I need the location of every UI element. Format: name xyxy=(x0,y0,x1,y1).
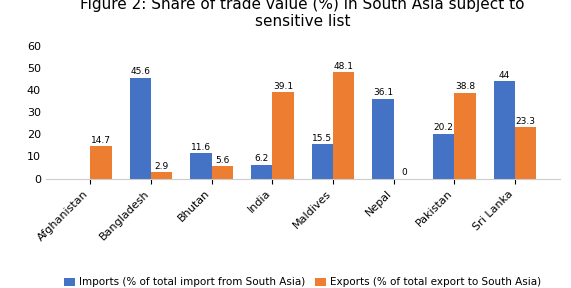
Bar xyxy=(130,77,151,179)
Text: 0: 0 xyxy=(401,168,407,177)
Bar xyxy=(251,165,272,179)
Bar xyxy=(312,144,333,179)
Bar xyxy=(455,93,476,179)
Text: 20.2: 20.2 xyxy=(434,124,453,132)
Bar xyxy=(151,172,172,179)
Bar xyxy=(212,166,233,179)
Text: 11.6: 11.6 xyxy=(191,143,211,151)
Text: 39.1: 39.1 xyxy=(273,82,293,91)
Bar xyxy=(190,153,212,179)
Text: 6.2: 6.2 xyxy=(255,154,269,164)
Bar xyxy=(333,72,354,179)
Bar xyxy=(272,92,293,179)
Text: 45.6: 45.6 xyxy=(130,67,150,76)
Text: 2.9: 2.9 xyxy=(154,162,168,171)
Text: 36.1: 36.1 xyxy=(373,88,393,97)
Bar xyxy=(494,81,515,179)
Title: Figure 2: Share of trade value (%) in South Asia subject to
sensitive list: Figure 2: Share of trade value (%) in So… xyxy=(81,0,525,29)
Text: 48.1: 48.1 xyxy=(333,62,353,71)
Bar xyxy=(90,146,111,179)
Text: 23.3: 23.3 xyxy=(516,117,536,126)
Text: 44: 44 xyxy=(498,71,510,80)
Bar xyxy=(515,127,536,179)
Text: 15.5: 15.5 xyxy=(312,134,332,143)
Text: 14.7: 14.7 xyxy=(91,136,111,145)
Text: 38.8: 38.8 xyxy=(455,82,475,91)
Bar xyxy=(372,98,393,179)
Text: 5.6: 5.6 xyxy=(215,156,230,165)
Legend: Imports (% of total import from South Asia), Exports (% of total export to South: Imports (% of total import from South As… xyxy=(60,273,545,288)
Bar xyxy=(433,134,455,179)
